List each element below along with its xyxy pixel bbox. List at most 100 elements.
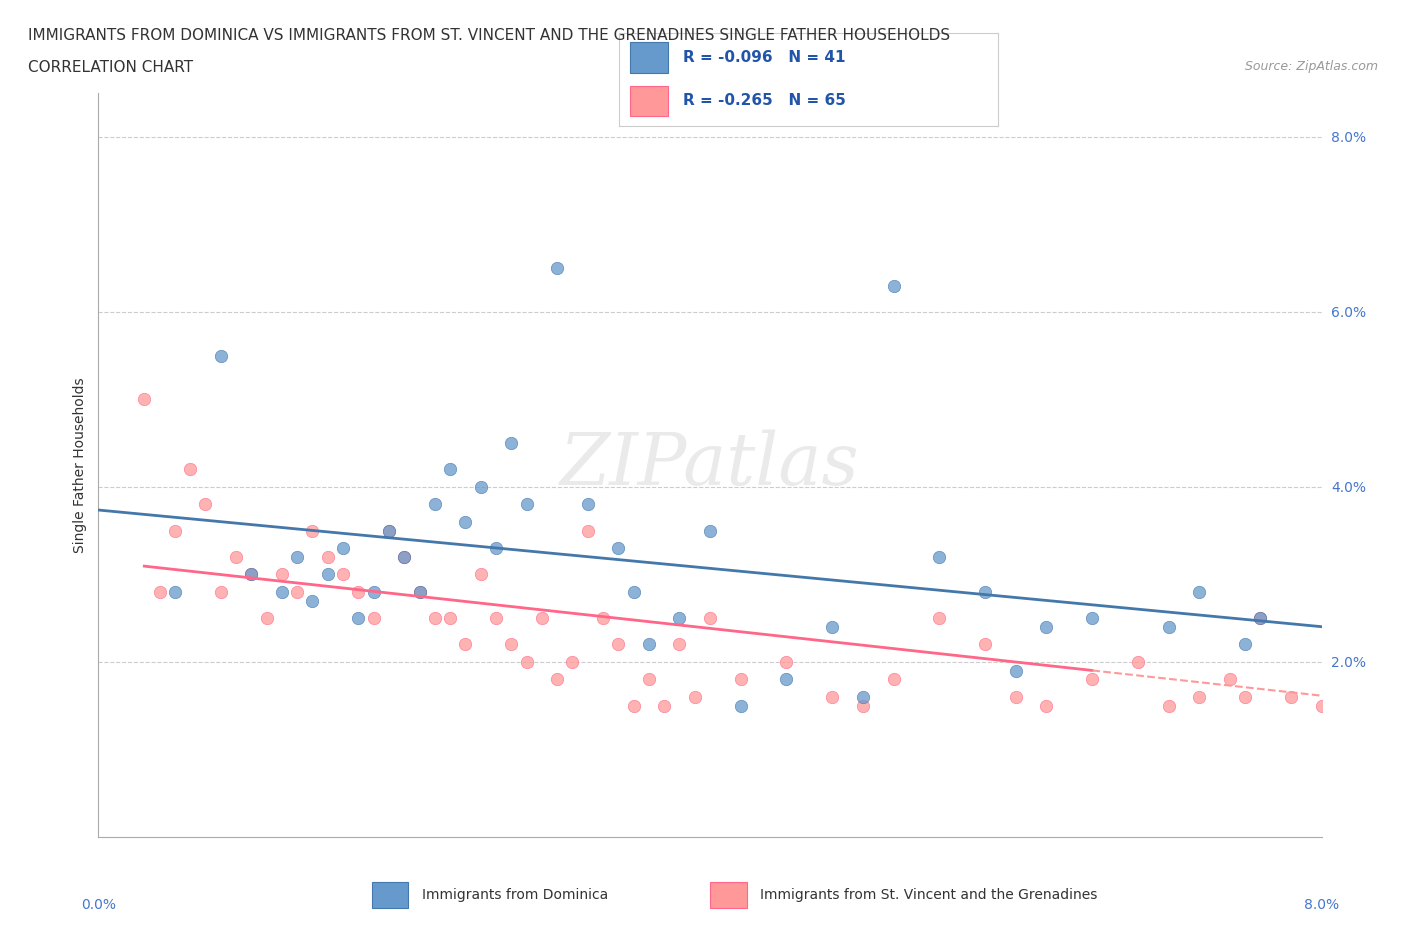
Point	[883, 672, 905, 687]
Point	[546, 260, 568, 275]
Point	[730, 672, 752, 687]
Point	[1249, 611, 1271, 626]
Point	[332, 567, 354, 582]
Point	[637, 672, 661, 687]
Bar	[630, 86, 668, 116]
Bar	[371, 883, 408, 908]
Text: Immigrants from Dominica: Immigrants from Dominica	[422, 888, 609, 902]
Point	[392, 550, 416, 565]
Point	[485, 540, 508, 555]
Point	[1279, 689, 1302, 704]
Point	[209, 584, 232, 599]
Point	[408, 584, 430, 599]
Point	[1035, 619, 1057, 634]
Point	[1219, 672, 1241, 687]
Point	[209, 348, 232, 363]
Text: CORRELATION CHART: CORRELATION CHART	[28, 60, 193, 75]
Point	[576, 497, 599, 512]
Text: ZIPatlas: ZIPatlas	[560, 430, 860, 500]
Point	[470, 567, 492, 582]
Point	[240, 567, 263, 582]
Point	[270, 584, 294, 599]
Text: 8.0%: 8.0%	[1305, 898, 1339, 912]
Point	[1081, 611, 1104, 626]
Point	[730, 698, 752, 713]
Point	[1372, 672, 1395, 687]
Point	[316, 567, 339, 582]
Point	[485, 611, 508, 626]
Point	[683, 689, 706, 704]
Point	[149, 584, 172, 599]
Point	[347, 584, 370, 599]
Point	[928, 550, 950, 565]
Point	[301, 593, 323, 608]
Text: R = -0.265   N = 65: R = -0.265 N = 65	[683, 93, 846, 109]
Point	[1157, 698, 1180, 713]
Point	[1004, 663, 1026, 678]
Point	[470, 480, 492, 495]
Point	[194, 497, 217, 512]
Point	[285, 584, 308, 599]
Point	[134, 392, 156, 406]
Point	[974, 584, 997, 599]
Point	[652, 698, 675, 713]
Point	[623, 584, 645, 599]
Point	[423, 611, 446, 626]
Point	[561, 655, 583, 670]
Point	[974, 637, 997, 652]
Point	[623, 698, 645, 713]
Point	[378, 524, 401, 538]
Point	[883, 278, 905, 293]
Point	[530, 611, 553, 626]
Point	[285, 550, 308, 565]
Point	[163, 584, 186, 599]
Point	[637, 637, 661, 652]
Point	[668, 637, 690, 652]
Point	[821, 689, 844, 704]
Point	[439, 611, 461, 626]
Point	[516, 497, 538, 512]
Point	[332, 540, 354, 555]
Point	[1081, 672, 1104, 687]
Point	[1310, 698, 1333, 713]
Point	[408, 584, 430, 599]
Point	[316, 550, 339, 565]
Point	[392, 550, 416, 565]
Point	[454, 514, 477, 529]
Point	[592, 611, 614, 626]
Point	[270, 567, 294, 582]
Text: R = -0.096   N = 41: R = -0.096 N = 41	[683, 49, 845, 65]
Point	[852, 698, 875, 713]
Point	[301, 524, 323, 538]
Point	[775, 672, 797, 687]
Point	[256, 611, 278, 626]
Point	[928, 611, 950, 626]
Y-axis label: Single Father Households: Single Father Households	[73, 378, 87, 552]
Point	[1234, 637, 1257, 652]
Point	[1341, 611, 1364, 626]
Point	[1128, 655, 1150, 670]
Point	[163, 524, 186, 538]
Point	[821, 619, 844, 634]
Point	[363, 611, 385, 626]
Point	[516, 655, 538, 670]
Point	[439, 462, 461, 477]
Point	[363, 584, 385, 599]
Point	[501, 637, 523, 652]
Point	[225, 550, 247, 565]
Point	[699, 611, 721, 626]
Point	[1157, 619, 1180, 634]
Text: 0.0%: 0.0%	[82, 898, 115, 912]
Point	[423, 497, 446, 512]
Point	[1188, 584, 1211, 599]
Point	[775, 655, 797, 670]
Text: IMMIGRANTS FROM DOMINICA VS IMMIGRANTS FROM ST. VINCENT AND THE GRENADINES SINGL: IMMIGRANTS FROM DOMINICA VS IMMIGRANTS F…	[28, 28, 950, 43]
Text: Immigrants from St. Vincent and the Grenadines: Immigrants from St. Vincent and the Gren…	[761, 888, 1098, 902]
Point	[607, 637, 630, 652]
Point	[1402, 689, 1406, 704]
Bar	[630, 42, 668, 73]
Point	[576, 524, 599, 538]
Point	[668, 611, 690, 626]
Point	[454, 637, 477, 652]
Point	[1249, 611, 1271, 626]
